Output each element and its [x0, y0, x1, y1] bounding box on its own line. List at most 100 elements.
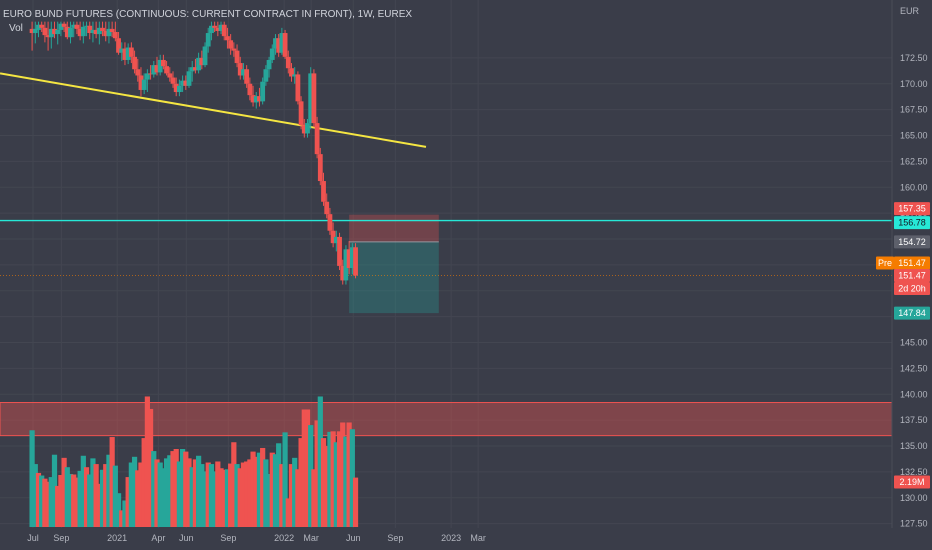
- candle: [225, 27, 230, 49]
- candle: [71, 21, 77, 38]
- volume-bar: [125, 477, 131, 527]
- volume-bar: [196, 455, 202, 527]
- candle-body: [234, 50, 240, 64]
- candle: [112, 21, 118, 42]
- candle-layer: [29, 21, 358, 285]
- volume-bar: [314, 420, 320, 527]
- volume-bar: [180, 449, 186, 527]
- volume-bar: [163, 458, 170, 527]
- candle-body: [247, 83, 253, 96]
- volume-bar: [343, 436, 349, 527]
- volume-bar: [285, 498, 291, 527]
- bar-countdown-badge-bg: [894, 282, 930, 296]
- candle-body: [55, 29, 61, 35]
- candle-body: [231, 48, 237, 51]
- volume-bar: [212, 471, 218, 527]
- candle: [100, 21, 105, 37]
- volume-bar: [263, 459, 269, 527]
- premarket-price-badge: 151.47: [898, 258, 926, 268]
- candle: [241, 63, 246, 80]
- volume-bar: [74, 477, 80, 527]
- volume-bar: [327, 431, 333, 527]
- take-profit-zone[interactable]: [349, 241, 439, 314]
- candle-body: [343, 249, 349, 281]
- candle: [228, 34, 234, 55]
- candle-body: [289, 68, 294, 77]
- candle: [276, 34, 282, 57]
- candle: [109, 21, 115, 38]
- volume-bar: [93, 464, 99, 527]
- candle: [273, 34, 278, 55]
- volume-bar: [45, 481, 51, 527]
- candle-body: [141, 79, 147, 90]
- candle: [231, 42, 237, 57]
- candle-body: [87, 25, 93, 34]
- candle: [311, 69, 317, 128]
- candle-body: [151, 65, 157, 75]
- volume-value-badge-bg: [894, 475, 930, 489]
- volume-bar: [304, 409, 311, 527]
- candle-body: [317, 154, 323, 182]
- candle: [327, 207, 333, 235]
- volume-bar: [192, 459, 199, 527]
- candle: [55, 21, 61, 45]
- volume-bar: [51, 454, 58, 527]
- volume-bar: [48, 477, 54, 527]
- candle: [346, 241, 352, 275]
- yellow-trendline[interactable]: [0, 72, 427, 148]
- time-tick-label: Jul: [27, 533, 39, 543]
- candle-body: [212, 25, 218, 28]
- volume-bar: [308, 425, 314, 527]
- candle: [138, 67, 144, 97]
- red-zone-rectangle[interactable]: [0, 402, 893, 437]
- candle-body: [228, 40, 234, 49]
- volume-bar: [256, 452, 263, 527]
- candle: [321, 172, 326, 206]
- price-tick-label: 127.50: [900, 519, 928, 529]
- candle: [305, 118, 310, 138]
- volume-bar: [295, 469, 301, 527]
- candle-body: [177, 85, 182, 93]
- volume-bar: [228, 463, 234, 527]
- volume-bar: [42, 478, 48, 527]
- volume-bar: [247, 459, 253, 527]
- candle-body: [337, 236, 342, 266]
- volume-bar: [317, 396, 323, 527]
- candle-body: [333, 236, 339, 244]
- volume-bar: [122, 500, 128, 527]
- candle-body: [45, 35, 51, 38]
- candle: [317, 147, 323, 186]
- drawing-lines-layer[interactable]: [0, 72, 892, 276]
- price-tick-label: 162.50: [900, 156, 928, 166]
- candle-body: [84, 25, 89, 27]
- volume-bar: [237, 468, 243, 527]
- volume-bar: [109, 437, 115, 527]
- candle: [199, 50, 205, 70]
- time-axis-background: [0, 528, 932, 550]
- position-tool[interactable]: [349, 214, 439, 314]
- candle-body: [292, 74, 298, 77]
- candle-body: [77, 28, 83, 37]
- candle: [29, 21, 35, 51]
- volume-bar: [221, 469, 227, 527]
- candle: [84, 21, 89, 37]
- candle-body: [253, 96, 259, 103]
- candle-body: [199, 57, 205, 66]
- volume-bar: [135, 470, 141, 527]
- symbol-title[interactable]: EURO BUND FUTURES (CONTINUOUS: CURRENT C…: [3, 9, 412, 20]
- volume-bar: [29, 430, 35, 527]
- candle: [212, 21, 218, 32]
- last-price-badge: 151.47: [898, 271, 926, 281]
- candle: [215, 21, 221, 37]
- candle-body: [282, 33, 288, 57]
- volume-indicator-label[interactable]: Vol: [9, 23, 23, 34]
- candle: [39, 21, 45, 32]
- volume-bar: [208, 464, 215, 527]
- candle-body: [257, 96, 262, 102]
- volume-bar: [215, 461, 221, 527]
- candle: [151, 60, 157, 78]
- stop-loss-zone[interactable]: [349, 214, 439, 242]
- volume-bar: [99, 469, 106, 527]
- candle-body: [29, 28, 35, 34]
- time-axis[interactable]: Jul Sep 2021 Apr Jun Sep 2022 Mar Jun Sep 2023 Mar: [0, 528, 932, 550]
